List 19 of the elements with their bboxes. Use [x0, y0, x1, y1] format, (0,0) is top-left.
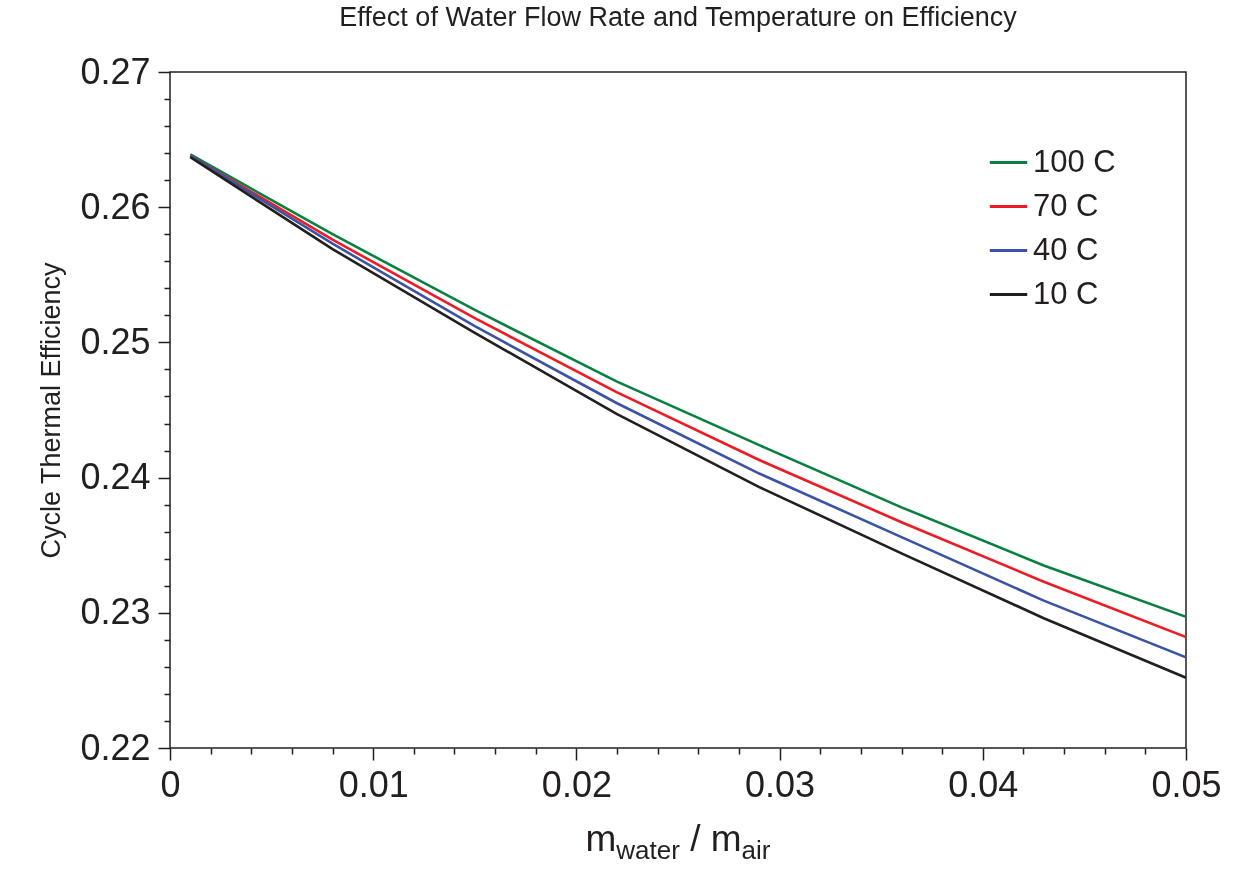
x-tick-label: 0.05: [1151, 763, 1222, 805]
legend-label: 40 C: [1033, 231, 1099, 267]
legend-label: 10 C: [1033, 275, 1099, 311]
x-axis-title: m$_{water}$ / m$_{air}$: [584, 818, 772, 865]
x-tick-label: 0.03: [745, 763, 816, 805]
y-tick-label: 0.27: [80, 50, 151, 92]
y-tick-label: 0.25: [80, 320, 151, 362]
legend-label: 70 C: [1033, 187, 1099, 223]
x-tick-label: 0.02: [541, 763, 612, 805]
y-tick-label: 0.26: [80, 185, 151, 227]
y-tick-label: 0.22: [80, 726, 151, 768]
x-tick-label: 0.01: [338, 763, 409, 805]
y-tick-label: 0.23: [80, 591, 151, 633]
chart-title: Effect of Water Flow Rate and Temperature on Efficiency: [339, 2, 1018, 32]
y-tick-label: 0.24: [80, 456, 151, 498]
x-tick-label: 0: [160, 763, 181, 805]
y-axis-title: Cycle Thermal Efficiency: [36, 261, 67, 559]
x-tick-label: 0.04: [948, 763, 1019, 805]
legend-label: 100 C: [1033, 143, 1116, 179]
